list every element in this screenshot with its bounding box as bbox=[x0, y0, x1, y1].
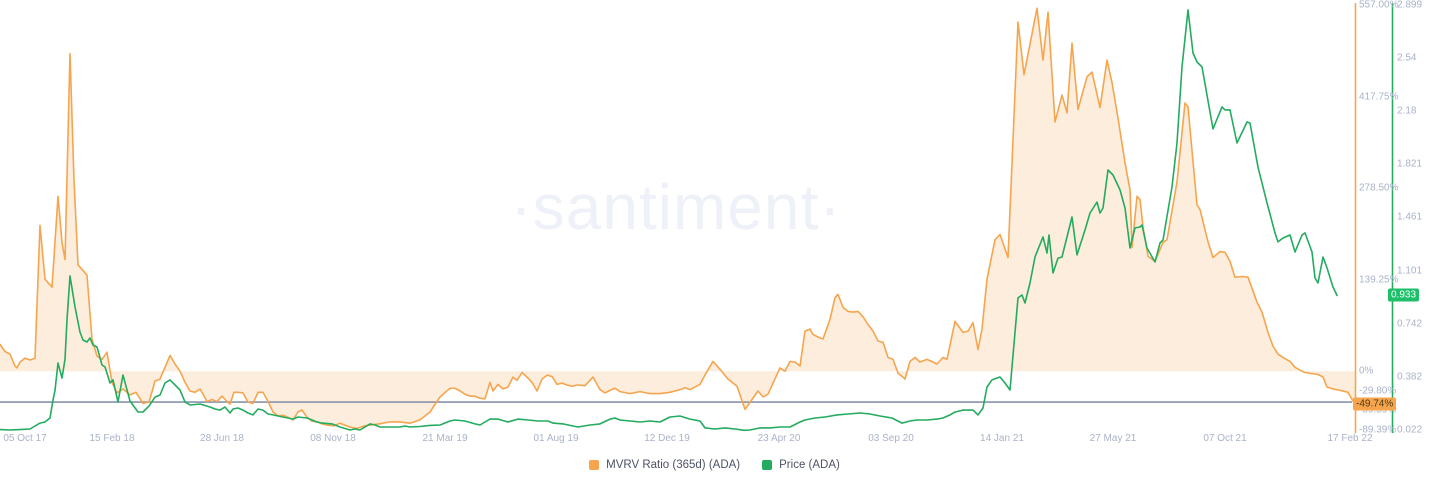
mvrv-axis-tick: 0% bbox=[1359, 365, 1374, 377]
x-axis-label: 27 May 21 bbox=[1089, 433, 1137, 444]
mvrv-legend-label: MVRV Ratio (365d) (ADA) bbox=[606, 459, 741, 471]
mvrv-axis-tick: 557.00% bbox=[1359, 0, 1399, 11]
mvrv-value-badge: -49.74% bbox=[1353, 397, 1397, 411]
price-axis-tick: 2.899 bbox=[1397, 0, 1423, 11]
price-axis-tick: 1.461 bbox=[1397, 211, 1423, 223]
chart-legend: MVRV Ratio (365d) (ADA) Price (ADA) bbox=[0, 459, 1429, 471]
price-axis-tick: 0.742 bbox=[1397, 318, 1423, 330]
mvrv-axis-tick: -59.59% bbox=[1359, 404, 1397, 416]
x-axis-label: 14 Jan 21 bbox=[980, 433, 1024, 444]
mvrv-axis-tick: 139.25% bbox=[1359, 274, 1399, 286]
price-axis-tick: 1.101 bbox=[1397, 265, 1423, 277]
x-axis-label: 15 Feb 18 bbox=[89, 433, 135, 444]
x-axis-label: 17 Feb 22 bbox=[1327, 433, 1373, 444]
x-axis-label: 07 Oct 21 bbox=[1203, 433, 1247, 444]
mvrv-ratio-line bbox=[0, 7, 1356, 430]
legend-item-mvrv[interactable]: MVRV Ratio (365d) (ADA) bbox=[589, 459, 740, 471]
x-axis-label: 03 Sep 20 bbox=[868, 433, 914, 444]
price-legend-swatch-icon bbox=[762, 460, 773, 470]
price-axis-tick: 0.022 bbox=[1397, 424, 1423, 436]
x-axis-label: 12 Dec 19 bbox=[644, 433, 690, 444]
mvrv-axis-tick: 417.75% bbox=[1359, 91, 1399, 103]
x-axis-label: 21 Mar 19 bbox=[422, 433, 468, 444]
price-axis-tick: 1.821 bbox=[1397, 158, 1423, 170]
x-axis-label: 28 Jun 18 bbox=[200, 433, 244, 444]
price-axis-tick: 2.54 bbox=[1397, 52, 1417, 64]
price-legend-label: Price (ADA) bbox=[779, 459, 840, 471]
santiment-watermark: ·santiment· bbox=[510, 171, 842, 243]
mvrv-axis-tick: 278.50% bbox=[1359, 182, 1399, 194]
x-axis-label: 05 Oct 17 bbox=[3, 433, 47, 444]
x-axis-label: 08 Nov 18 bbox=[310, 433, 356, 444]
mvrv-legend-swatch-icon bbox=[589, 460, 600, 470]
mvrv-axis-tick: -89.39% bbox=[1359, 424, 1397, 436]
mvrv-axis-tick: -29.80% bbox=[1359, 385, 1397, 397]
price-value-badge: 0.933 bbox=[1388, 288, 1420, 302]
price-line bbox=[0, 9, 1338, 432]
x-axis-label: 01 Aug 19 bbox=[533, 433, 579, 444]
price-axis-tick: 2.18 bbox=[1397, 105, 1417, 117]
legend-item-price[interactable]: Price (ADA) bbox=[762, 459, 840, 471]
x-axis-label: 23 Apr 20 bbox=[757, 433, 801, 444]
price-axis-tick: 0.382 bbox=[1397, 371, 1423, 383]
